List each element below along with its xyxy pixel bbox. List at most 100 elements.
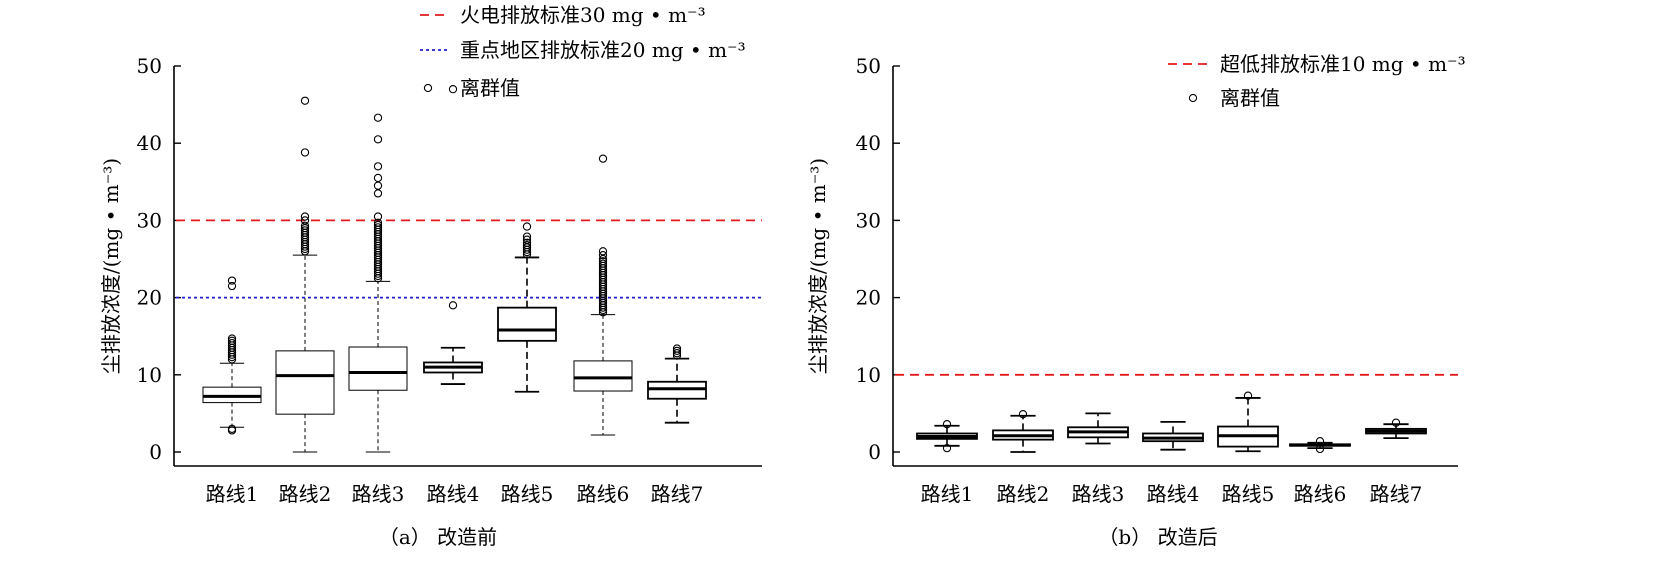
outlier-point (522, 232, 532, 241)
legend-outlier-label: 离群值 (1220, 86, 1280, 110)
x-tick-label: 路线2 (997, 482, 1050, 506)
x-tick-label: 路线3 (1072, 482, 1125, 506)
box-iqr (275, 350, 335, 415)
legend-outlier-marker (423, 83, 433, 93)
outlier-point (598, 247, 608, 256)
x-tick-label: 路线3 (352, 482, 405, 506)
outlier-point (598, 259, 608, 268)
legend-outlier-marker (1188, 93, 1198, 103)
outlier-point (1243, 391, 1253, 400)
outlier-point (373, 212, 383, 221)
y-tick-label: 0 (868, 440, 881, 464)
y-ticks: 0 10 20 30 40 50 (137, 54, 181, 464)
box-iqr (497, 306, 557, 342)
box-路线1 (916, 420, 978, 453)
box-路线7 (1365, 418, 1427, 440)
outlier-point (522, 240, 532, 250)
x-tick-label: 路线5 (501, 482, 554, 506)
box-iqr (573, 360, 633, 392)
outlier-point (672, 344, 682, 353)
y-tick-label: 40 (856, 131, 881, 155)
outlier-point (672, 349, 682, 358)
y-tick-label: 0 (149, 440, 162, 464)
x-tick-label: 路线4 (1147, 482, 1200, 506)
outlier-point (227, 276, 237, 285)
box-iqr (202, 386, 262, 404)
x-tick-label: 路线5 (1222, 482, 1275, 506)
outlier-point (373, 173, 383, 183)
outlier-point (373, 162, 383, 171)
outlier-point (373, 223, 383, 232)
box-路线4 (423, 85, 483, 385)
outlier-point (598, 154, 608, 163)
y-tick-label: 10 (856, 363, 881, 387)
box-路线2 (992, 410, 1054, 453)
y-tick-label: 40 (137, 131, 162, 155)
outlier-point (373, 220, 383, 230)
panel-caption: （a） 改造前 (379, 525, 497, 549)
outlier-point (227, 281, 237, 291)
outlier-point (448, 85, 458, 94)
outlier-point (1018, 410, 1028, 419)
x-tick-label: 路线6 (577, 482, 630, 506)
box-路线4 (1142, 420, 1204, 451)
y-tick-label: 10 (137, 363, 162, 387)
outlier-point (300, 216, 310, 225)
outlier-point (300, 96, 310, 105)
outlier-point (373, 218, 383, 227)
outlier-point (373, 181, 383, 190)
y-tick-label: 50 (137, 54, 162, 78)
box-路线2 (275, 96, 335, 453)
y-axis-label: 尘排放浓度/(mg • m⁻³) (806, 158, 830, 374)
y-ticks: 0 10 20 30 40 50 (856, 54, 900, 464)
box-路线3 (348, 113, 408, 453)
outlier-point (300, 221, 310, 230)
outlier-point (448, 301, 458, 310)
box-iqr (647, 380, 707, 400)
box-路线6 (1289, 437, 1351, 454)
x-tick-label: 路线1 (921, 482, 974, 506)
box-路线3 (1067, 412, 1129, 445)
outlier-point (598, 250, 608, 260)
y-tick-label: 30 (856, 208, 881, 232)
outlier-point (227, 338, 237, 348)
legend-label: 火电排放标准30 mg • m⁻³ (460, 3, 706, 27)
x-tick-label: 路线4 (427, 482, 480, 506)
box-路线1 (202, 276, 262, 435)
outlier-point (227, 336, 237, 345)
outlier-point (522, 235, 532, 244)
box-路线5 (1217, 391, 1279, 453)
outlier-point (300, 226, 310, 235)
y-tick-label: 20 (856, 286, 881, 310)
x-tick-label: 路线6 (1294, 482, 1347, 506)
legend-label: 重点地区排放标准20 mg • m⁻³ (460, 38, 746, 62)
outlier-point (300, 148, 310, 157)
box-路线6 (573, 154, 633, 436)
outlier-point (942, 420, 952, 429)
outlier-point (672, 346, 682, 356)
panel-caption: （b） 改造后 (1098, 525, 1217, 549)
y-tick-label: 30 (137, 208, 162, 232)
x-tick-label: 路线7 (651, 482, 704, 506)
box-iqr (348, 346, 408, 391)
y-tick-label: 50 (856, 54, 881, 78)
outlier-point (1391, 418, 1401, 427)
outlier-point (942, 443, 952, 453)
outlier-point (227, 424, 237, 433)
outlier-point (522, 238, 532, 247)
outlier-point (373, 189, 383, 198)
outlier-point (373, 135, 383, 144)
box-路线7 (647, 344, 707, 424)
x-tick-label: 路线7 (1370, 482, 1423, 506)
outlier-point (1315, 437, 1325, 446)
outlier-point (373, 113, 383, 122)
legend-label: 超低排放标准10 mg • m⁻³ (1220, 52, 1466, 76)
outlier-point (227, 334, 237, 343)
box-路线5 (497, 222, 557, 393)
panel-a: 0 10 20 30 40 50 尘排放浓度/(mg • m⁻³) 路线1 路线2 路线3 路线4 路… (99, 3, 762, 549)
y-axis-label: 尘排放浓度/(mg • m⁻³) (99, 158, 123, 374)
outlier-point (300, 212, 310, 221)
panel-b: 0 10 20 30 40 50 尘排放浓度/(mg • m⁻³) 路线1 路线2 路线3 路线4 路… (806, 52, 1466, 549)
y-tick-label: 20 (137, 286, 162, 310)
